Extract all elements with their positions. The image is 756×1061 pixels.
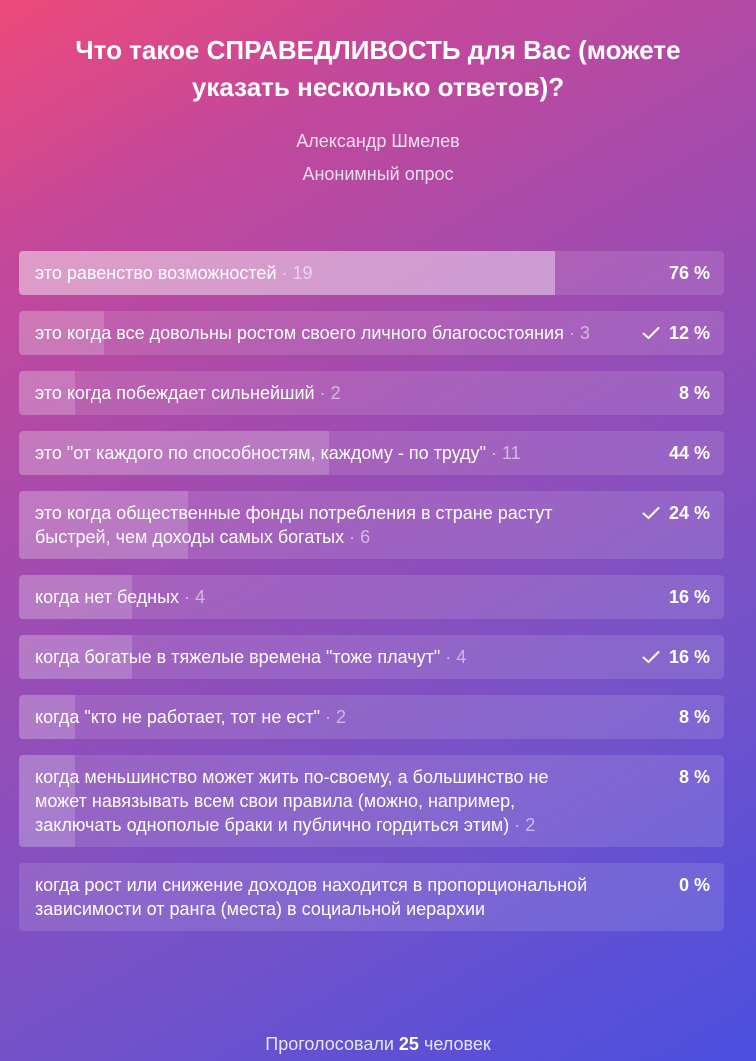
poll-option-percent: 16 % [668,587,710,607]
poll-title: Что такое СПРАВЕДЛИВОСТЬ для Вас (можете… [75,35,681,102]
poll-option-result: 8 % [679,705,710,729]
poll-option-label: это равенство возможностей [35,263,277,283]
poll-option[interactable]: когда меньшинство может жить по-своему, … [19,755,724,847]
check-icon [642,651,660,663]
poll-option-result: 16 % [669,585,710,609]
poll-option-percent: 8 % [678,707,710,727]
poll-option-bar [19,311,104,355]
poll-option-text: когда меньшинство может жить по-своему, … [19,755,724,847]
poll-option-bar [19,695,76,739]
poll-option-bar [19,251,555,295]
poll-option-result: 12 % [642,321,710,345]
poll-option-label: это "от каждого по способностям, каждому… [35,443,486,463]
poll-option-bar [19,635,132,679]
poll-option-result: 8 % [679,381,710,405]
poll-option-result: 0 % [679,873,710,897]
poll-option-label: когда меньшинство может жить по-своему, … [35,767,549,835]
poll-option-label: это когда побеждает сильнейший [35,383,315,403]
poll-option-percent: 76 % [668,263,710,283]
poll-option[interactable]: это когда все довольны ростом своего лич… [19,311,724,355]
poll-option-bar [19,491,189,559]
poll-option-percent: 24 % [668,503,710,523]
poll-option-percent: 8 % [678,767,710,787]
poll-option-count: · 11 [491,443,521,463]
poll-footer[interactable]: Проголосовали 25 человек [0,1032,756,1056]
votes-total: 25 [398,1034,419,1054]
poll-option-count: · 6 [349,527,371,547]
poll-option-result: 24 % [642,501,710,525]
poll-option-label: это когда все довольны ростом своего лич… [35,323,564,343]
poll-option-text: когда рост или снижение доходов находитс… [19,863,724,931]
poll-option-text: это когда общественные фонды потребления… [19,491,724,559]
poll-option-text: это равенство возможностей · 19 [19,251,724,295]
poll-option-percent: 0 % [678,875,710,895]
poll-option[interactable]: когда рост или снижение доходов находитс… [19,863,724,931]
poll-option[interactable]: это когда общественные фонды потребления… [19,491,724,559]
poll-option-label: когда нет бедных [35,587,180,607]
poll-option-label: когда богатые в тяжелые времена "тоже пл… [35,647,441,667]
poll-option-label: когда рост или снижение доходов находитс… [35,875,588,919]
poll-option-text: когда нет бедных · 4 [19,575,724,619]
poll-author[interactable]: Александр Шмелев [296,131,460,151]
poll-option-percent: 44 % [668,443,710,463]
poll-option-text: когда богатые в тяжелые времена "тоже пл… [19,635,724,679]
check-icon [642,327,660,339]
poll-option-result: 16 % [642,645,710,669]
poll-option[interactable]: это "от каждого по способностям, каждому… [19,431,724,475]
check-icon [642,507,660,519]
poll-option-bar [19,371,76,415]
poll-option-bar [19,575,132,619]
poll-option-percent: 16 % [668,647,710,667]
poll-option-result: 8 % [679,765,710,789]
poll-option-text: когда "кто не работает, тот не ест" · 2 [19,695,724,739]
poll-option-percent: 12 % [668,323,710,343]
poll-option-count: · 4 [184,587,206,607]
poll-option-result: 44 % [669,441,710,465]
poll-option-text: это "от каждого по способностям, каждому… [19,431,724,475]
poll-option-count: · 2 [319,383,341,403]
votes-suffix: человек [423,1034,491,1054]
poll-option[interactable]: когда богатые в тяжелые времена "тоже пл… [19,635,724,679]
poll-option[interactable]: это равенство возможностей · 19 76 % [19,251,724,295]
poll-option-label: это когда общественные фонды потребления… [35,503,553,547]
poll-option-text: это когда все довольны ростом своего лич… [19,311,724,355]
poll-option-count: · 19 [281,263,313,283]
poll-option-result: 76 % [669,261,710,285]
poll-option-count: · 4 [445,647,467,667]
poll-option-bar [19,431,330,475]
votes-prefix: Проголосовали [265,1034,394,1054]
poll-option-bar [19,755,76,847]
poll-option-percent: 8 % [678,383,710,403]
poll-option-text: это когда побеждает сильнейший · 2 [19,371,724,415]
poll-option-label: когда "кто не работает, тот не ест" [35,707,320,727]
poll-type: Анонимный опрос [302,164,454,184]
poll-option-count: · 3 [568,323,590,343]
poll-option-count: · 2 [514,815,536,835]
poll-option[interactable]: когда нет бедных · 4 16 % [19,575,724,619]
poll-option-count: · 2 [325,707,347,727]
poll-options: это равенство возможностей · 19 76 % это к… [19,251,724,947]
